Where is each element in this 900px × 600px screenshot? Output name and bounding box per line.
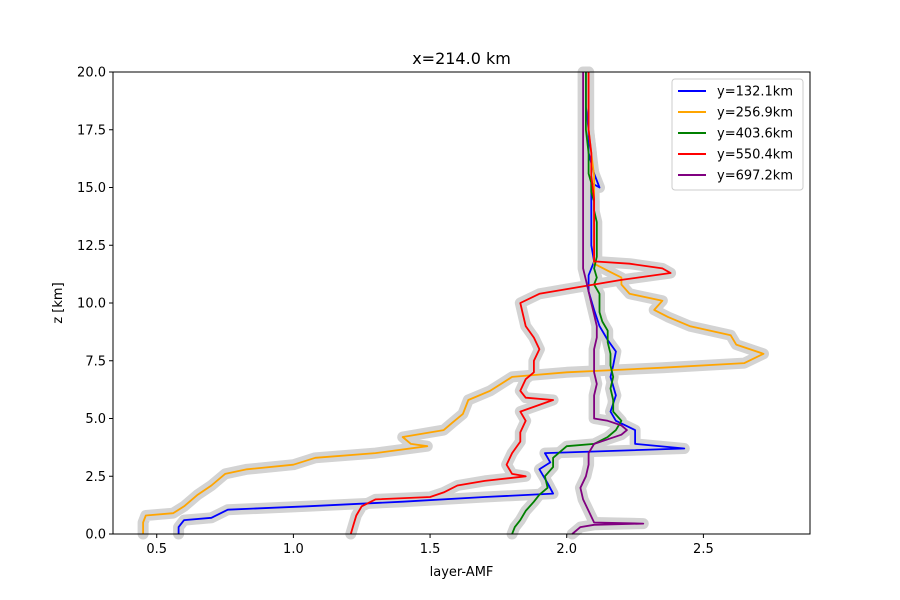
legend-entry-label: y=132.1km xyxy=(717,85,793,100)
series-line-y-132-1km xyxy=(177,72,686,534)
x-tick-label: 2.0 xyxy=(556,542,577,557)
y-tick-label: 5.0 xyxy=(85,412,106,427)
legend-entry-label: y=403.6km xyxy=(717,127,793,142)
x-axis-label: layer-AMF xyxy=(430,565,494,580)
chart-title: x=214.0 km xyxy=(412,49,511,68)
y-tick-label: 7.5 xyxy=(85,354,106,369)
series-line-y-550-4km xyxy=(349,72,672,535)
y-axis-label: z [km] xyxy=(51,282,66,323)
x-tick-label: 1.5 xyxy=(420,542,441,557)
y-tick-label: 12.5 xyxy=(77,239,106,254)
y-tick-label: 0.0 xyxy=(85,528,106,543)
x-axis-ticks: 0.5 1.0 1.5 2.0 2.5 xyxy=(146,534,714,557)
series-line-y-697-2km xyxy=(571,72,645,535)
legend-entry-label: y=697.2km xyxy=(717,169,793,184)
legend-entry-label: y=550.4km xyxy=(717,148,793,163)
y-tick-label: 15.0 xyxy=(77,181,106,196)
series-lines xyxy=(142,72,765,535)
legend-box xyxy=(671,78,804,191)
x-tick-label: 2.5 xyxy=(693,542,714,557)
x-tick-label: 1.0 xyxy=(283,542,304,557)
y-axis-ticks: 0.0 2.5 5.0 7.5 10.0 12.5 15.0 17.5 20.0 xyxy=(77,66,113,543)
legend: y=132.1km y=256.9km y=403.6km y=550.4km y=69… xyxy=(671,78,804,191)
y-tick-label: 10.0 xyxy=(77,297,106,312)
x-tick-label: 0.5 xyxy=(146,542,167,557)
legend-entry-label: y=256.9km xyxy=(717,106,793,121)
y-tick-label: 17.5 xyxy=(77,123,106,138)
y-tick-label: 20.0 xyxy=(77,66,106,81)
y-tick-label: 2.5 xyxy=(85,470,106,485)
